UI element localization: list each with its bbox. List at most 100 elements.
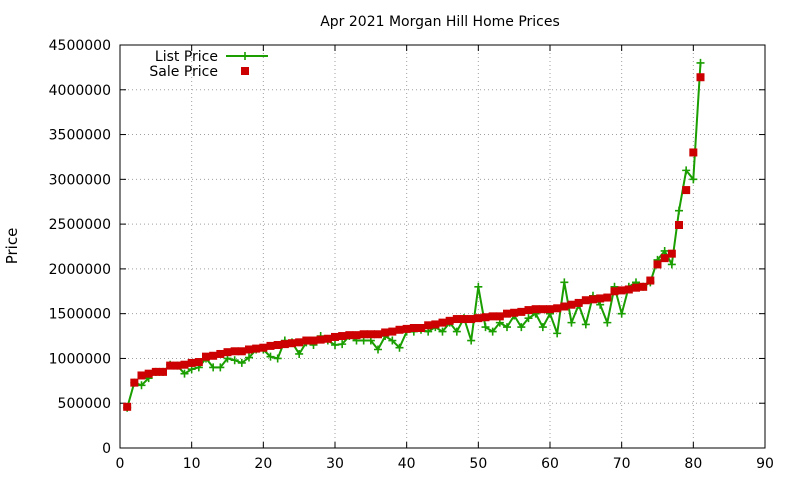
y-tick-label: 0 bbox=[102, 441, 111, 457]
data-point-sale-price bbox=[366, 330, 375, 339]
data-point-list-price bbox=[488, 327, 497, 336]
data-point-list-price bbox=[273, 354, 282, 363]
data-point-sale-price bbox=[345, 331, 354, 340]
axis-ticks: 0 500000 1000000 1500000 2000000 2500000 30000… bbox=[49, 38, 774, 472]
legend: List Price Sale Price bbox=[149, 49, 268, 80]
data-point-sale-price bbox=[316, 335, 325, 344]
x-tick-label: 90 bbox=[756, 456, 774, 472]
data-point-sale-price bbox=[144, 369, 153, 378]
data-point-sale-price bbox=[610, 287, 619, 296]
data-point-sale-price bbox=[574, 298, 583, 307]
data-point-sale-price bbox=[216, 349, 225, 358]
data-point-sale-price bbox=[159, 367, 167, 376]
data-point-sale-price bbox=[309, 336, 318, 345]
data-point-list-price bbox=[689, 175, 698, 184]
data-point-list-price bbox=[538, 323, 547, 332]
x-tick-label: 20 bbox=[254, 456, 272, 472]
data-point-sale-price bbox=[667, 249, 676, 258]
data-point-list-price bbox=[338, 340, 347, 349]
data-point-sale-price bbox=[409, 323, 418, 332]
data-point-list-price bbox=[675, 206, 683, 215]
data-point-sale-price bbox=[560, 302, 569, 311]
data-point-list-price bbox=[237, 358, 246, 367]
data-point-list-price bbox=[560, 278, 569, 287]
data-point-sale-price bbox=[617, 286, 626, 295]
data-point-list-price bbox=[517, 323, 526, 332]
data-point-sale-price bbox=[123, 402, 132, 411]
data-point-sale-price bbox=[266, 341, 275, 350]
data-point-sale-price bbox=[295, 338, 304, 347]
x-tick-label: 30 bbox=[326, 456, 344, 472]
series-sale-price bbox=[123, 73, 705, 411]
data-point-sale-price bbox=[402, 324, 411, 333]
y-tick-label: 3000000 bbox=[49, 172, 111, 188]
data-point-sale-price bbox=[553, 304, 562, 313]
y-tick-label: 3500000 bbox=[49, 128, 111, 144]
legend-plus-marker bbox=[241, 52, 249, 60]
data-point-list-price bbox=[216, 363, 225, 372]
data-point-sale-price bbox=[538, 305, 547, 314]
data-point-list-price bbox=[209, 363, 218, 372]
data-point-list-price bbox=[331, 341, 339, 350]
data-point-list-price bbox=[617, 309, 626, 318]
data-point-sale-price bbox=[503, 309, 511, 318]
data-point-sale-price bbox=[151, 367, 160, 376]
data-point-sale-price bbox=[374, 330, 382, 339]
data-point-sale-price bbox=[137, 371, 146, 380]
data-point-list-price bbox=[603, 318, 612, 327]
data-point-sale-price bbox=[273, 341, 282, 350]
data-point-list-price bbox=[452, 327, 461, 336]
data-point-list-price bbox=[696, 58, 705, 67]
data-point-sale-price bbox=[445, 316, 454, 325]
y-tick-label: 500000 bbox=[58, 396, 111, 412]
data-point-sale-price bbox=[259, 343, 268, 352]
data-point-sale-price bbox=[689, 148, 698, 157]
y-tick-label: 1000000 bbox=[49, 351, 111, 367]
data-point-list-price bbox=[474, 282, 483, 291]
data-point-list-price bbox=[245, 353, 253, 362]
data-point-sale-price bbox=[187, 358, 196, 367]
y-tick-label: 4500000 bbox=[49, 38, 111, 54]
data-point-sale-price bbox=[474, 314, 483, 323]
data-point-sale-price bbox=[452, 315, 461, 324]
y-tick-label: 2500000 bbox=[49, 217, 111, 233]
data-point-list-price bbox=[553, 329, 562, 338]
data-point-list-price bbox=[524, 314, 533, 323]
data-point-list-price bbox=[374, 345, 382, 354]
data-point-sale-price bbox=[431, 320, 440, 329]
data-point-sale-price bbox=[603, 293, 612, 302]
data-point-list-price bbox=[137, 381, 146, 390]
data-point-list-price bbox=[581, 320, 590, 329]
data-point-sale-price bbox=[166, 361, 175, 370]
data-point-list-price bbox=[395, 343, 404, 352]
x-tick-label: 10 bbox=[183, 456, 201, 472]
data-point-sale-price bbox=[653, 260, 662, 269]
y-tick-label: 1500000 bbox=[49, 307, 111, 323]
data-point-sale-price bbox=[130, 378, 139, 387]
data-point-sale-price bbox=[237, 347, 246, 356]
data-point-sale-price bbox=[510, 308, 519, 317]
data-point-sale-price bbox=[252, 344, 261, 353]
data-point-sale-price bbox=[596, 294, 605, 303]
legend-label-list-price: List Price bbox=[155, 49, 218, 65]
data-point-list-price bbox=[467, 336, 476, 345]
data-point-sale-price bbox=[202, 352, 210, 361]
data-point-list-price bbox=[660, 246, 669, 255]
data-point-sale-price bbox=[288, 339, 296, 348]
legend-marker-sale-price bbox=[241, 67, 249, 75]
data-point-sale-price bbox=[581, 296, 590, 305]
data-point-list-price bbox=[438, 327, 447, 336]
data-point-sale-price bbox=[338, 332, 347, 341]
data-point-sale-price bbox=[280, 340, 289, 349]
data-point-sale-price bbox=[180, 360, 189, 369]
data-point-sale-price bbox=[352, 331, 361, 340]
legend-item-sale-price: Sale Price bbox=[149, 64, 249, 80]
data-point-sale-price bbox=[230, 347, 239, 356]
legend-item-list-price: List Price bbox=[155, 49, 268, 65]
data-point-sale-price bbox=[359, 330, 368, 339]
plot-frame bbox=[119, 44, 766, 449]
data-point-sale-price bbox=[589, 295, 597, 304]
x-tick-label: 60 bbox=[541, 456, 559, 472]
data-point-sale-price bbox=[567, 300, 576, 309]
data-point-sale-price bbox=[424, 321, 433, 330]
